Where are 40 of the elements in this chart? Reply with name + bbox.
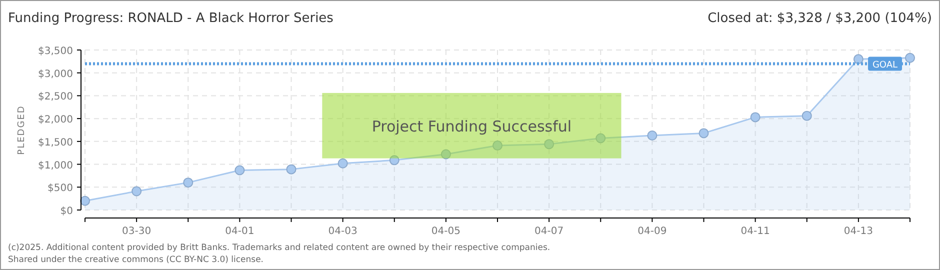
y-tick-label: $3,500 — [38, 46, 73, 57]
point — [905, 52, 915, 63]
point — [389, 155, 400, 166]
point — [853, 54, 864, 64]
point — [440, 149, 451, 160]
x-tick-label: 04-03 — [328, 226, 358, 237]
text: (c)2025. Additional content provided by Britt Banks. Trademarks and related content are owned by their respective companies. — [8, 243, 550, 253]
point — [647, 130, 658, 140]
point — [802, 110, 812, 121]
y-tick-label: $3,000 — [38, 68, 73, 80]
point — [698, 128, 709, 138]
chart-subtitle: Closed at: $3,328 / $3,200 (104%) — [708, 11, 932, 26]
y-tick-label: $2,000 — [38, 114, 73, 126]
y-tick-label: $1,500 — [38, 137, 73, 148]
y-tick-label: $1,000 — [38, 160, 73, 172]
annotation: Project Funding Successful — [372, 118, 572, 136]
ref-line-label: GOAL — [872, 60, 898, 71]
y-axis-title: PLEDGED — [17, 105, 27, 155]
point — [80, 196, 90, 206]
point — [234, 165, 245, 176]
chart-title: Funding Progress: RONALD - A Black Horror Series — [8, 11, 334, 26]
point — [338, 158, 348, 168]
point — [183, 178, 194, 188]
x-tick-label: 03-30 — [122, 226, 152, 237]
point — [544, 139, 554, 150]
x-tick-label: 04-07 — [534, 226, 564, 237]
x-tick-label: 04-09 — [638, 226, 667, 237]
point — [596, 133, 606, 144]
x-tick-label: 04-01 — [225, 226, 254, 237]
text: Shared under the creative commons (CC BY-NC 3.0) license. — [8, 255, 264, 265]
x-tick-label: 04-11 — [740, 226, 770, 237]
x-tick-label: 04-05 — [431, 226, 460, 237]
point — [492, 140, 502, 151]
y-tick-label: $2,500 — [38, 92, 73, 103]
x-tick-label: 04-13 — [844, 226, 873, 237]
point — [286, 164, 296, 174]
point — [132, 186, 142, 196]
y-tick-label: $0 — [60, 206, 73, 217]
point — [750, 112, 760, 122]
y-tick-label: $500 — [48, 183, 73, 194]
